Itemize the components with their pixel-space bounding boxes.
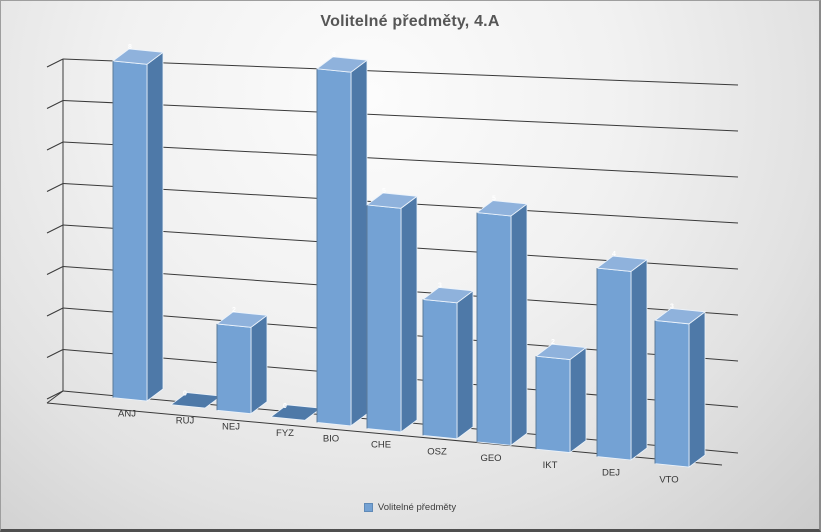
data-label-VTO: 3 [670,303,674,310]
chart-title[interactable]: Volitelné předměty, 4.A [320,13,500,30]
bar-GEO[interactable] [476,212,512,446]
bar-top-OSZ[interactable] [421,286,475,304]
bar-side-ANJ[interactable] [146,51,164,402]
category-label-VTO[interactable]: VTO [659,475,678,486]
category-label-BIO[interactable]: BIO [323,433,339,444]
category-label-IKT[interactable]: IKT [543,460,558,471]
category-label-RUJ[interactable]: RUJ [176,416,195,427]
data-label-OSZ: 3 [438,282,442,289]
category-label-ANJ[interactable]: ANJ [118,409,136,420]
bar-top-VTO[interactable] [653,307,707,325]
legend[interactable]: Volitelné předměty [1,502,819,513]
legend-label: Volitelné předměty [377,502,457,513]
bar-side-NEJ[interactable] [250,314,268,415]
bar-side-BIO[interactable] [350,59,368,427]
bar-BIO[interactable] [316,68,352,427]
bar-side-OSZ[interactable] [456,290,474,440]
legend-swatch-icon [363,503,373,512]
bar-DEJ[interactable] [596,267,632,461]
data-label-RUJ: 0 [183,391,187,398]
bar-side-VTO[interactable] [688,311,706,468]
gridline [62,141,739,178]
gridline [62,58,739,86]
bar-top-BIO[interactable] [315,56,369,73]
gridline [62,100,739,132]
bar-top-IKT[interactable] [534,343,588,361]
floor-left-edge [46,390,64,404]
bar-CHE[interactable] [366,204,402,433]
bar-VTO[interactable] [654,320,690,468]
axis-tick [46,307,64,317]
category-label-NEJ[interactable]: NEJ [222,421,240,432]
data-label-IKT: 2 [551,339,555,346]
category-label-OSZ[interactable]: OSZ [427,446,447,457]
bar-FYZ[interactable] [269,404,323,421]
axis-tick [46,390,64,400]
axis-tick [46,224,64,234]
axis-tick [46,58,64,68]
bar-top-CHE[interactable] [365,192,419,209]
bar-top-DEJ[interactable] [595,255,649,272]
bar-ANJ[interactable] [112,60,148,402]
bar-top-ANJ[interactable] [111,48,165,65]
bar-top-GEO[interactable] [475,200,529,217]
data-label-ANJ: 8 [128,44,132,51]
axis-tick [46,266,64,275]
bar-side-GEO[interactable] [510,203,528,447]
category-label-FYZ[interactable]: FYZ [276,428,294,439]
bar-side-IKT[interactable] [569,346,587,454]
category-label-CHE[interactable]: CHE [371,440,391,451]
category-label-GEO[interactable]: GEO [480,453,501,464]
data-label-NEJ: 2 [232,307,236,314]
bar-IKT[interactable] [535,355,571,453]
axis-tick [46,100,64,109]
data-label-FYZ: 0 [283,403,287,410]
bar-top-NEJ[interactable] [215,311,269,328]
axis-tick [46,349,64,358]
data-label-GEO: 5 [492,196,496,203]
bar-side-CHE[interactable] [400,195,418,433]
data-label-BIO: 8 [332,52,336,59]
bar-OSZ[interactable] [422,298,458,440]
axis-tick [46,183,64,192]
axis-tick [46,141,64,151]
bar-RUJ[interactable] [169,392,223,409]
data-label-DEJ: 4 [612,251,616,258]
bar-side-DEJ[interactable] [630,258,648,461]
bar-NEJ[interactable] [216,323,252,415]
category-label-DEJ[interactable]: DEJ [602,468,620,479]
data-label-CHE: 5 [382,188,386,195]
